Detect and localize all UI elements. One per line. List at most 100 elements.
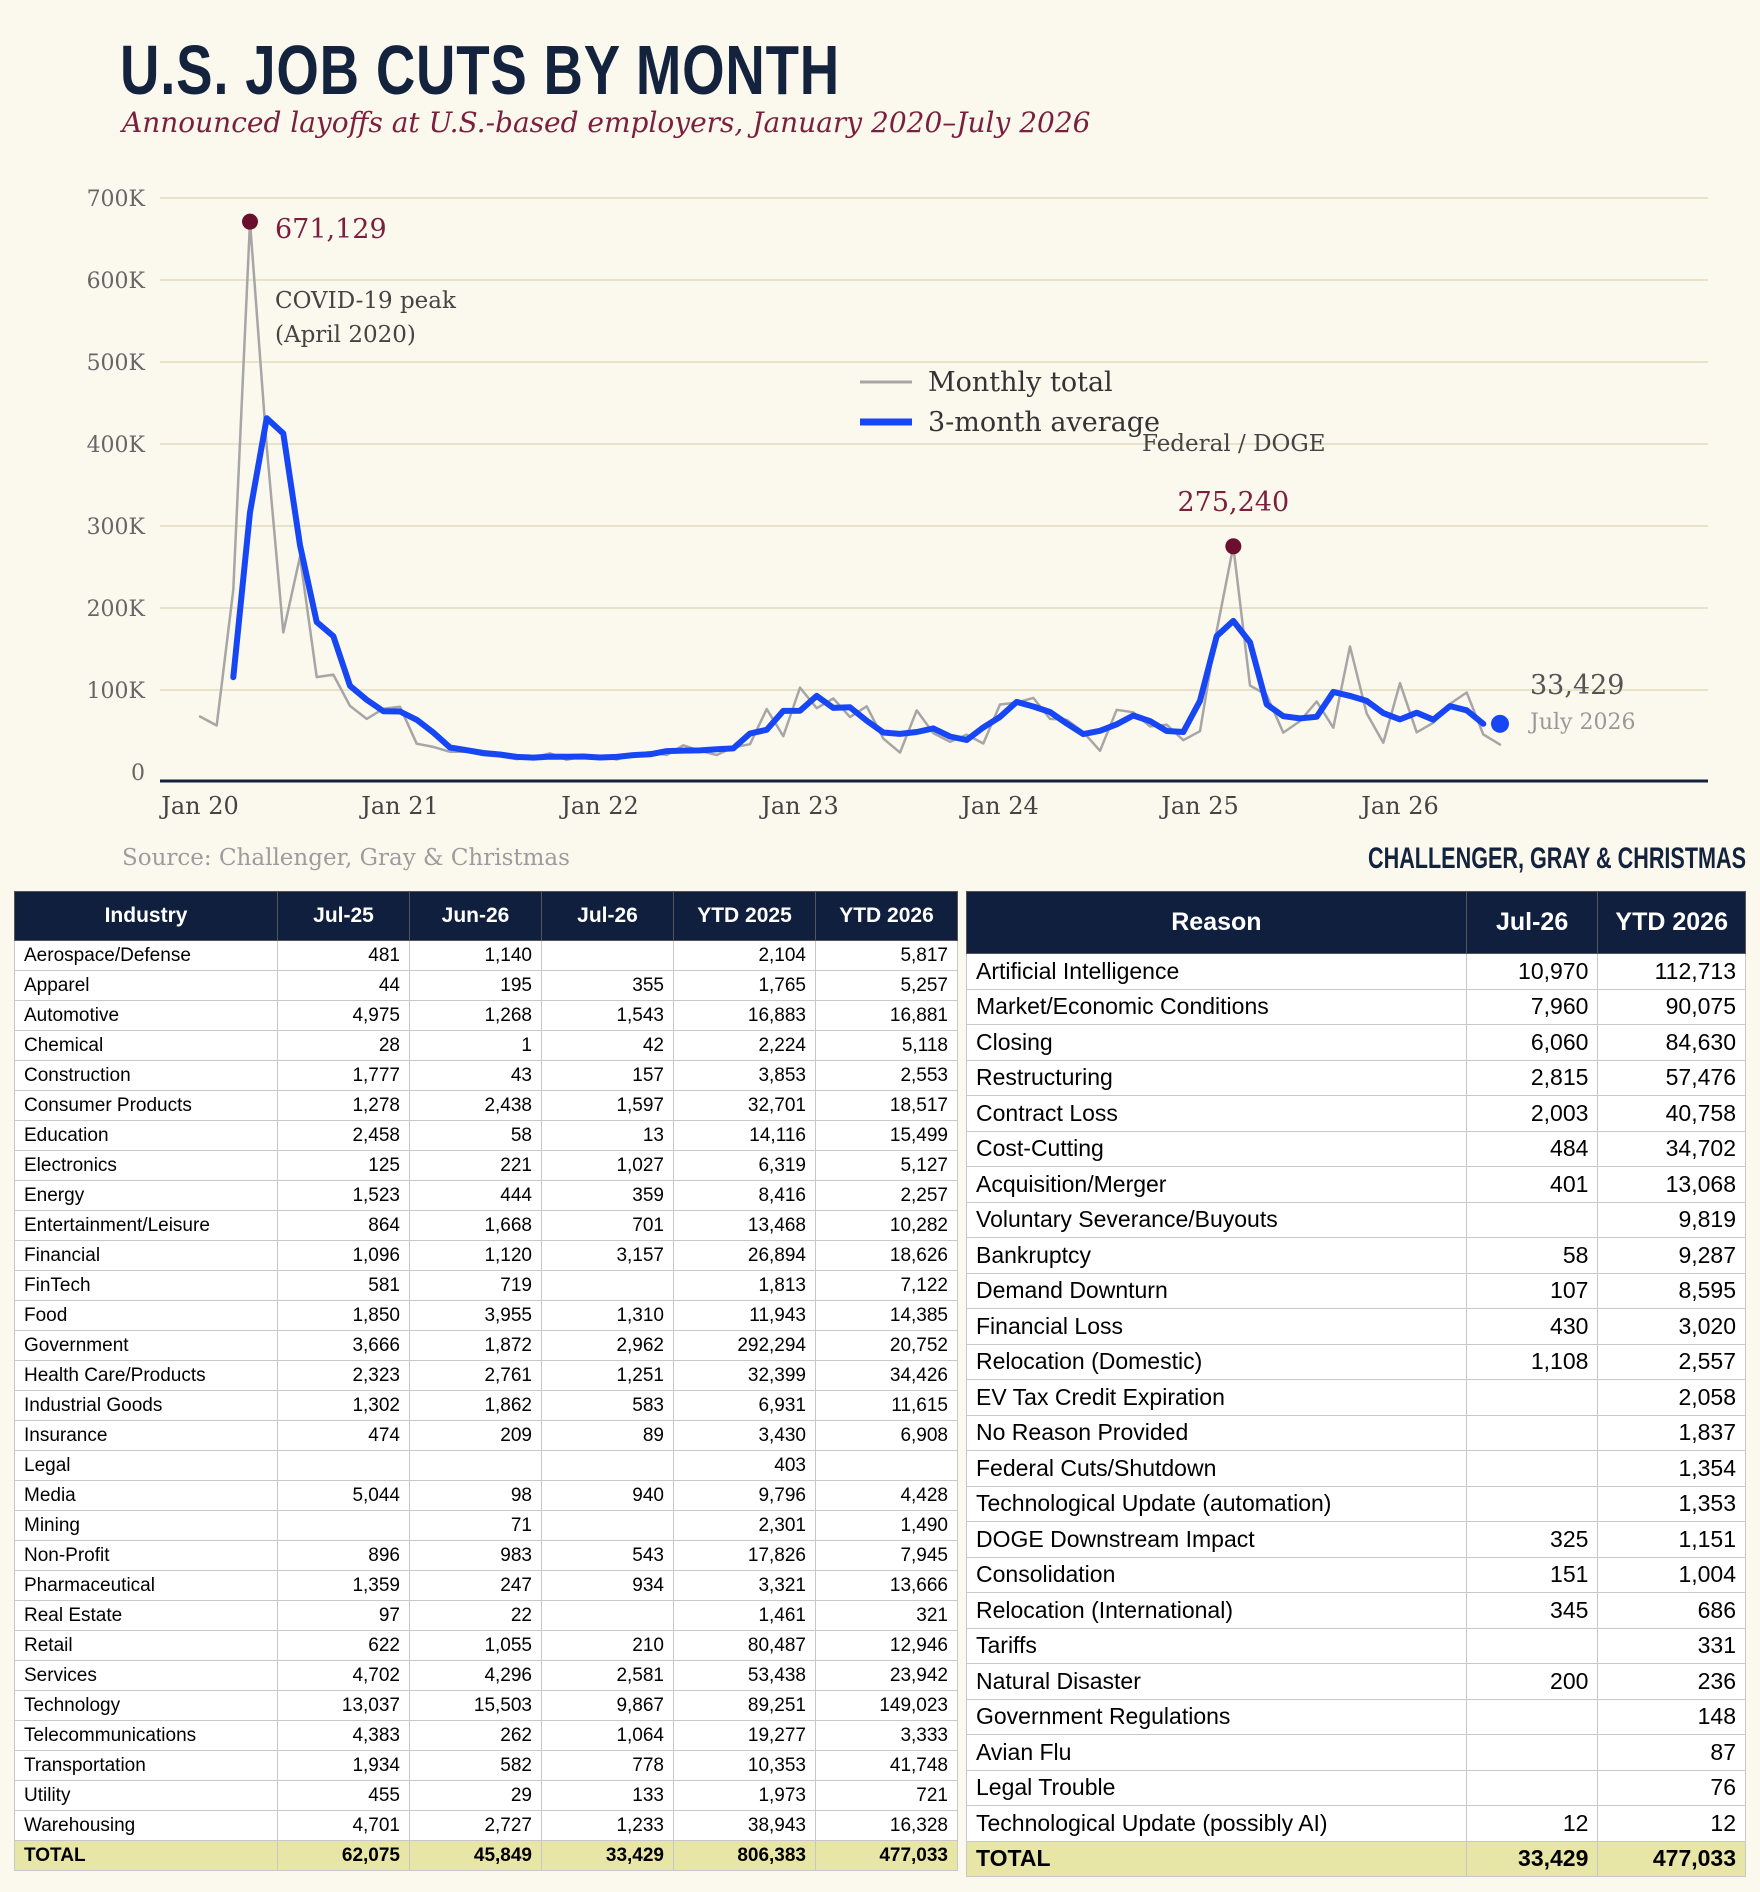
reason_table-cell: 3,020 xyxy=(1597,1308,1746,1345)
industry_table-row: Entertainment/Leisure 864 1,668 701 13,468 10… xyxy=(14,1210,958,1241)
industry_table-cell: 32,399 xyxy=(673,1360,816,1391)
industry_table-cell: 1,490 xyxy=(815,1510,958,1541)
industry_table-cell xyxy=(815,1450,958,1481)
industry_table-cell: 6,319 xyxy=(673,1150,816,1181)
industry_table-cell: 4,701 xyxy=(277,1810,410,1841)
reason_table-cell: Technological Update (automation) xyxy=(966,1485,1467,1522)
industry_table-cell: 17,826 xyxy=(673,1540,816,1571)
reason_table-row: Acquisition/Merger 401 13,068 xyxy=(966,1166,1746,1203)
covid-peak-note: COVID-19 peak (April 2020) xyxy=(275,288,457,348)
reason_table-cell: 12 xyxy=(1465,1805,1599,1842)
reason_table-cell: Voluntary Severance/Buyouts xyxy=(966,1201,1467,1238)
legend-average-label: 3-month average xyxy=(928,407,1160,438)
reason_table-total-row: TOTAL 33,429 477,033 xyxy=(966,1840,1746,1877)
reason_table-cell: Acquisition/Merger xyxy=(966,1166,1467,1203)
reason_table-row: Technological Update (automation) 1,353 xyxy=(966,1485,1746,1522)
x-tick-label: Jan 24 xyxy=(958,792,1039,820)
industry_table-cell: 16,883 xyxy=(673,1000,816,1031)
industry_table-row: Pharmaceutical 1,359 247 934 3,321 13,666 xyxy=(14,1570,958,1601)
industry_table-cell: 983 xyxy=(409,1540,542,1571)
reason_table-row: Restructuring 2,815 57,476 xyxy=(966,1059,1746,1096)
industry_table-cell: 14,116 xyxy=(673,1120,816,1151)
x-tick-label: Jan 22 xyxy=(558,792,639,820)
industry_table-total-cell: 33,429 xyxy=(541,1840,674,1871)
industry_table-cell: Food xyxy=(14,1300,278,1331)
reason_table-cell: 13,068 xyxy=(1597,1166,1746,1203)
industry_table-cell: Real Estate xyxy=(14,1600,278,1631)
reason_table-cell: 148 xyxy=(1597,1698,1746,1735)
reason_table-cell: Cost-Cutting xyxy=(966,1130,1467,1167)
industry_table-cell: 1,278 xyxy=(277,1090,410,1121)
industry_table-cell: 292,294 xyxy=(673,1330,816,1361)
reason_table-header-row: Reason Jul-26 YTD 2026 xyxy=(966,891,1746,954)
industry_table-total-cell: 806,383 xyxy=(673,1840,816,1871)
industry_table-cell: 14,385 xyxy=(815,1300,958,1331)
industry_table-cell: 23,942 xyxy=(815,1660,958,1691)
reason_table-row: Artificial Intelligence 10,970 112,713 xyxy=(966,953,1746,990)
industry_table-cell: Warehousing xyxy=(14,1810,278,1841)
industry_table-header-cell: Jun-26 xyxy=(409,891,542,941)
reason_table-row: DOGE Downstream Impact 325 1,151 xyxy=(966,1521,1746,1558)
reason_table-cell: EV Tax Credit Expiration xyxy=(966,1379,1467,1416)
industry_table-cell: 9,867 xyxy=(541,1690,674,1721)
industry-table: Industry Jul-25 Jun-26 Jul-26 YTD 2025 YTD 20… xyxy=(14,891,958,1871)
industry_table-cell: 8,416 xyxy=(673,1180,816,1211)
industry_table-cell: 19,277 xyxy=(673,1720,816,1751)
reason_table-cell: 236 xyxy=(1597,1663,1746,1700)
industry_table-cell: 12,946 xyxy=(815,1630,958,1661)
industry_table-cell: 583 xyxy=(541,1390,674,1421)
industry_table-row: Mining 71 2,301 1,490 xyxy=(14,1510,958,1541)
industry_table-cell: 71 xyxy=(409,1510,542,1541)
industry_table-cell: Legal xyxy=(14,1450,278,1481)
industry_table-total-cell: 477,033 xyxy=(815,1840,958,1871)
reason_table-cell: Closing xyxy=(966,1024,1467,1061)
industry_table-cell: 5,118 xyxy=(815,1030,958,1061)
reason_table-cell: Federal Cuts/Shutdown xyxy=(966,1450,1467,1487)
industry_table-cell: 42 xyxy=(541,1030,674,1061)
reason_table-cell: 58 xyxy=(1465,1237,1599,1274)
industry_table-cell: 1,268 xyxy=(409,1000,542,1031)
reason_table-cell: 8,595 xyxy=(1597,1272,1746,1309)
reason_table-cell xyxy=(1465,1769,1599,1806)
reason_table-cell: 325 xyxy=(1465,1521,1599,1558)
reason_table-cell xyxy=(1465,1698,1599,1735)
reason_table-cell xyxy=(1465,1414,1599,1451)
industry_table-row: Warehousing 4,701 2,727 1,233 38,943 16,328 xyxy=(14,1810,958,1841)
industry_table-cell: 11,615 xyxy=(815,1390,958,1421)
industry_table-cell xyxy=(541,1450,674,1481)
job-cuts-line-chart: 0 100K 200K 300K 400K 500K 600K 700K Jan 20 Jan 2… xyxy=(87,187,1708,820)
reason_table-cell: No Reason Provided xyxy=(966,1414,1467,1451)
reason_table-row: Relocation (Domestic) 1,108 2,557 xyxy=(966,1343,1746,1380)
industry_table-cell: Aerospace/Defense xyxy=(14,940,278,971)
industry_table-cell xyxy=(541,940,674,971)
industry_table-cell: 1,597 xyxy=(541,1090,674,1121)
industry_table-cell: 43 xyxy=(409,1060,542,1091)
reason_table-header-cell: Reason xyxy=(966,891,1467,954)
industry_table-header-cell: Jul-26 xyxy=(541,891,674,941)
industry_table-cell: Consumer Products xyxy=(14,1090,278,1121)
reason_table-row: Demand Downturn 107 8,595 xyxy=(966,1272,1746,1309)
industry_table-cell: 15,499 xyxy=(815,1120,958,1151)
industry_table-total-row: TOTAL 62,075 45,849 33,429 806,383 477,033 xyxy=(14,1840,958,1871)
reason_table-cell: 57,476 xyxy=(1597,1059,1746,1096)
industry_table-row: Apparel 44 195 355 1,765 5,257 xyxy=(14,970,958,1001)
industry_table-cell: 1,523 xyxy=(277,1180,410,1211)
covid-peak-marker xyxy=(242,213,258,230)
industry_table-cell: Apparel xyxy=(14,970,278,1001)
industry_table-cell: 32,701 xyxy=(673,1090,816,1121)
industry_table-row: Financial 1,096 1,120 3,157 26,894 18,626 xyxy=(14,1240,958,1271)
reason_table-row: No Reason Provided 1,837 xyxy=(966,1414,1746,1451)
x-tick-label: Jan 26 xyxy=(1358,792,1439,820)
industry_table-row: Industrial Goods 1,302 1,862 583 6,931 11,615 xyxy=(14,1390,958,1421)
industry_table-cell: 41,748 xyxy=(815,1750,958,1781)
reason_table-row: Federal Cuts/Shutdown 1,354 xyxy=(966,1450,1746,1487)
industry_table-row: Chemical 28 1 42 2,224 5,118 xyxy=(14,1030,958,1061)
reason_table-cell: 87 xyxy=(1597,1734,1746,1771)
reason-table: Reason Jul-26 YTD 2026 Artificial Intellige… xyxy=(966,891,1746,1877)
reason_table-cell: 10,970 xyxy=(1465,953,1599,990)
industry_table-cell: 80,487 xyxy=(673,1630,816,1661)
industry_table-cell xyxy=(277,1510,410,1541)
reason_table-header-cell: YTD 2026 xyxy=(1597,891,1746,954)
industry_table-cell: 1,934 xyxy=(277,1750,410,1781)
reason_table-cell xyxy=(1465,1450,1599,1487)
